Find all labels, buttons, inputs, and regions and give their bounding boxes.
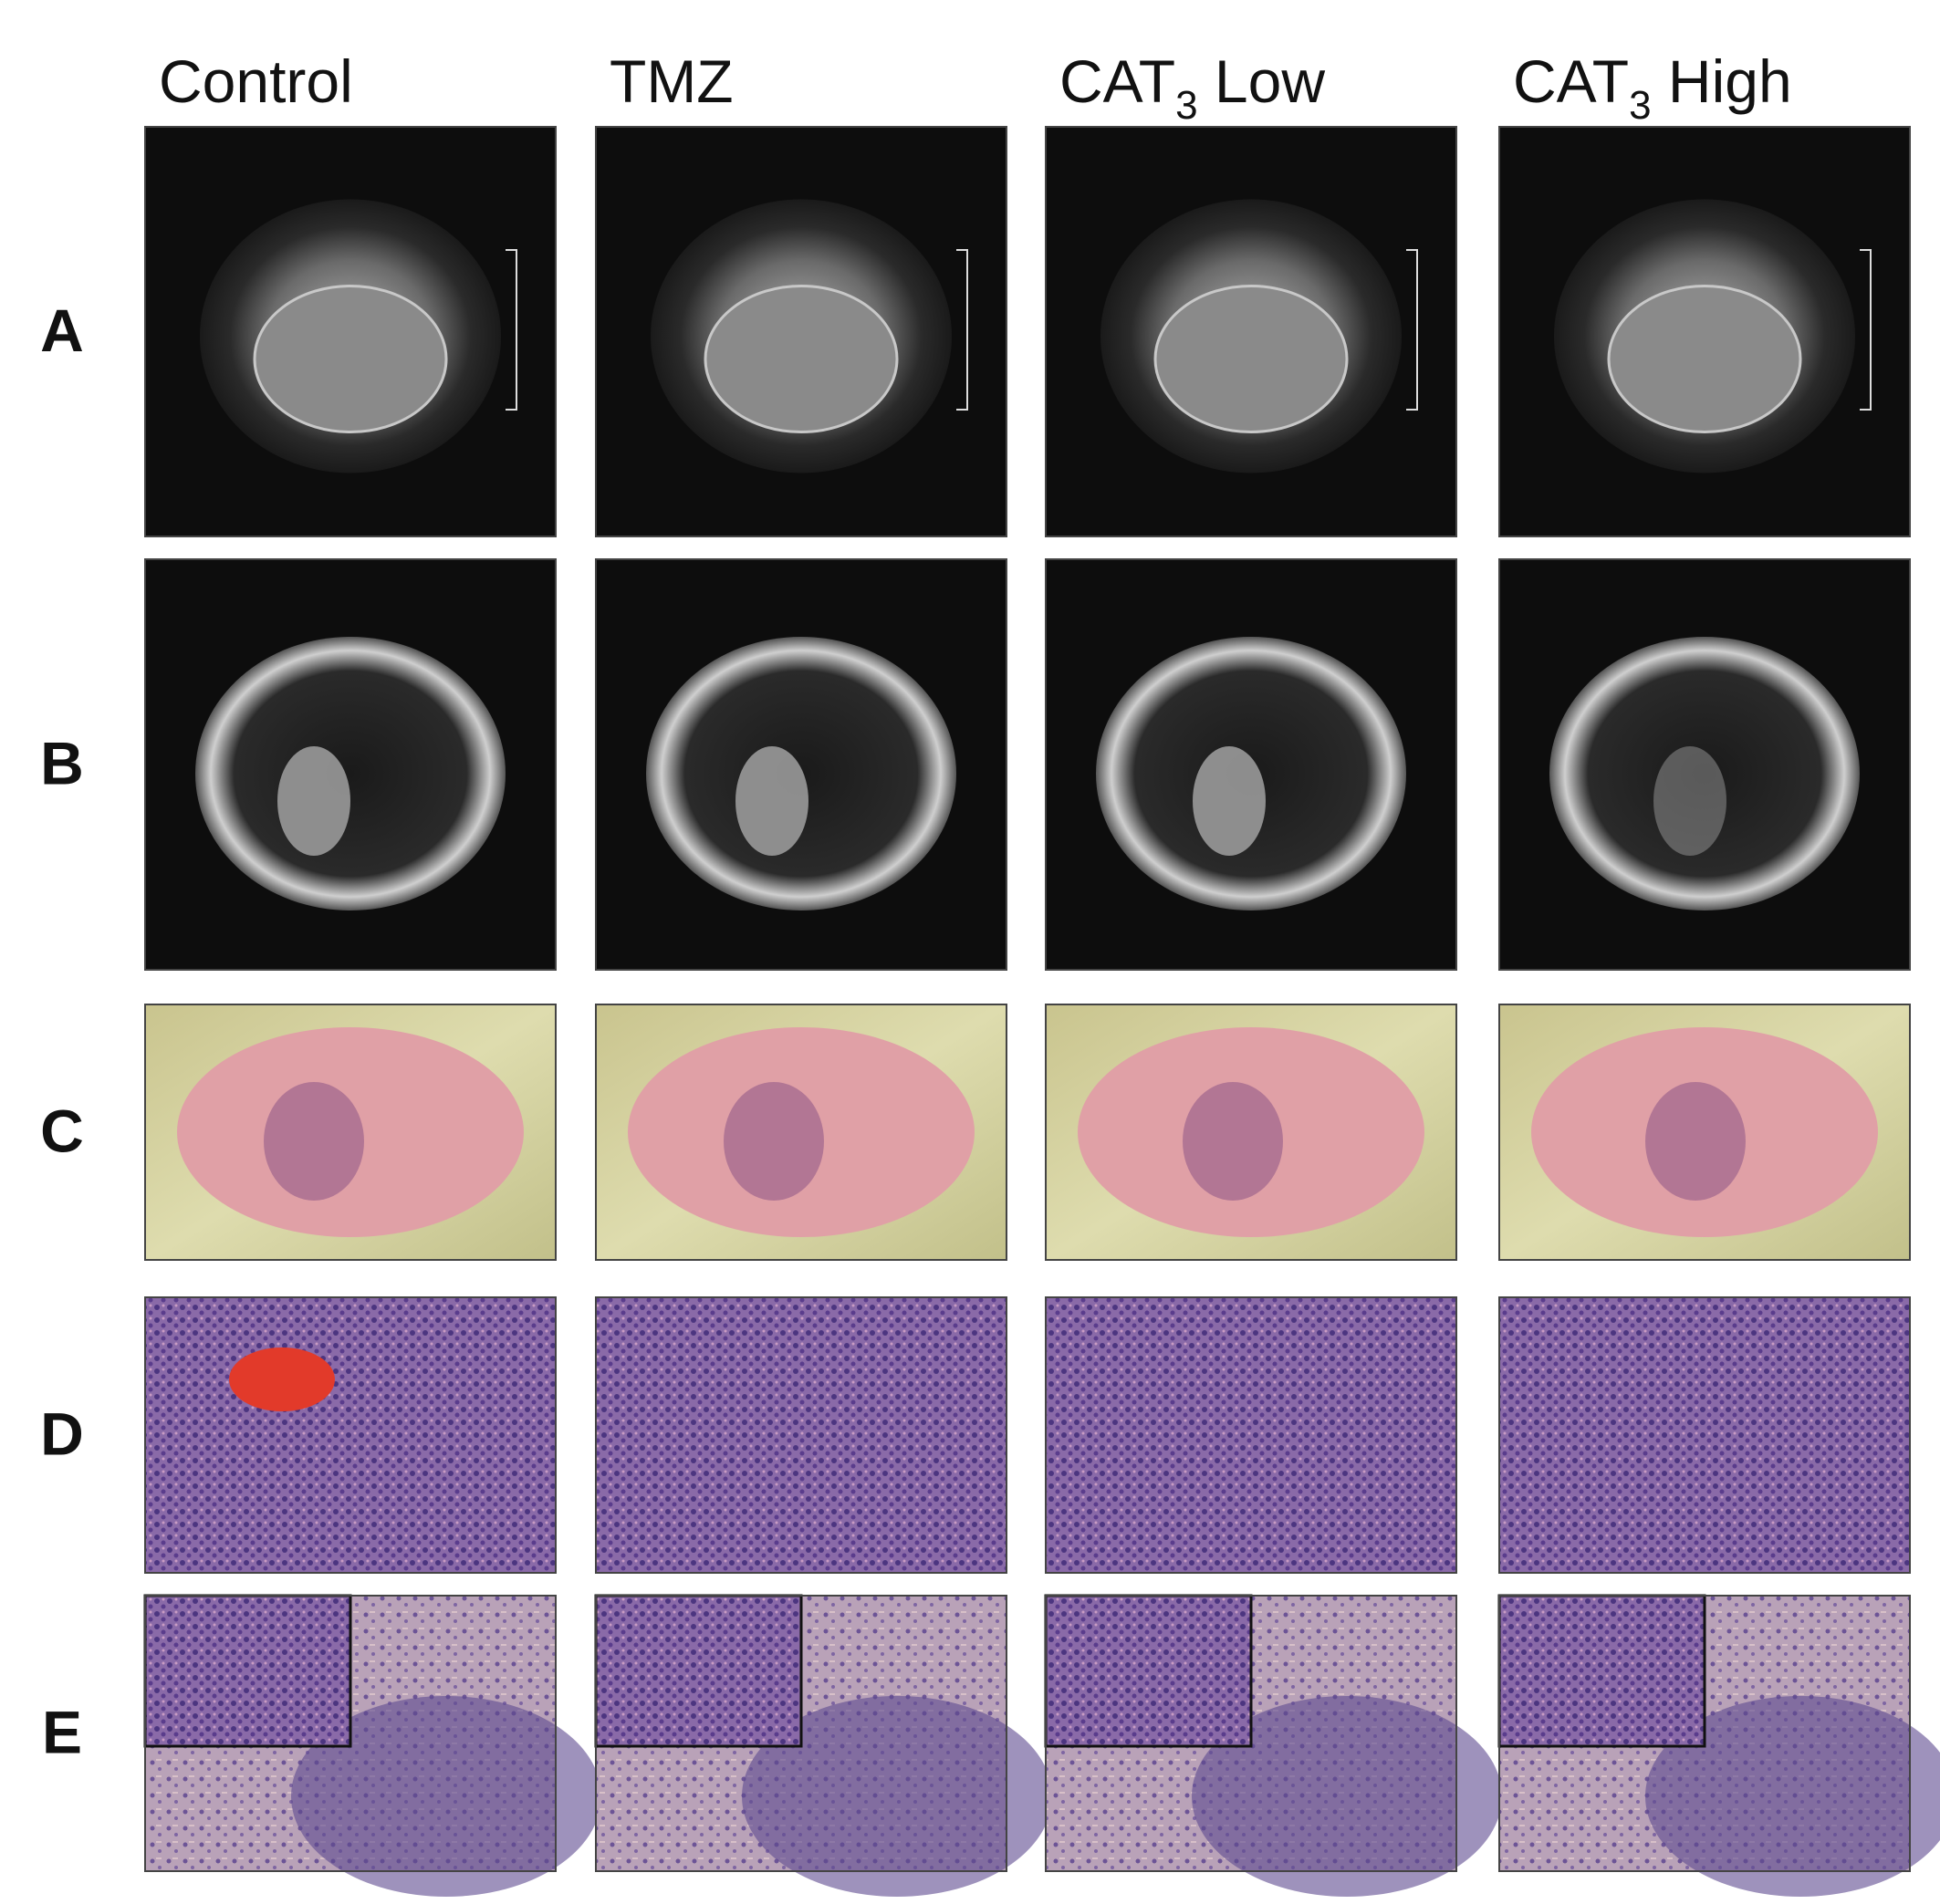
hemorrhage	[229, 1347, 335, 1411]
row-label: E	[42, 1698, 82, 1765]
image-panel	[144, 126, 557, 537]
inset	[143, 1594, 352, 1748]
tumor-mass	[742, 1696, 1052, 1897]
header-main: CAT	[1513, 47, 1629, 115]
header-suffix: High	[1652, 47, 1792, 115]
row-label: B	[40, 729, 84, 796]
image-panel	[1045, 126, 1457, 537]
panel-border	[1045, 1004, 1457, 1261]
panel-border	[144, 1004, 557, 1261]
header-main: CAT	[1059, 47, 1175, 115]
panel-border	[595, 1004, 1007, 1261]
tumor-mass	[1645, 1696, 1940, 1897]
image-panel	[1498, 126, 1911, 537]
image-panel	[144, 558, 557, 971]
header-suffix: Low	[1198, 47, 1326, 115]
image-panel	[595, 126, 1007, 537]
column-header: CAT3 High	[1513, 47, 1792, 128]
image-panel	[595, 558, 1007, 971]
mri-brain	[1607, 285, 1802, 433]
tumor-region	[724, 1082, 824, 1201]
panel-border	[1045, 558, 1457, 971]
header-main: TMZ	[610, 47, 734, 115]
histology	[596, 1297, 1007, 1573]
mri-tumor	[735, 746, 808, 856]
image-panel	[594, 1594, 1052, 1897]
scale-bracket	[1406, 249, 1418, 411]
panel-border	[1498, 1004, 1911, 1261]
panel-border	[1498, 1595, 1911, 1872]
panel-border	[595, 1595, 1007, 1872]
tumor-region	[1645, 1082, 1746, 1201]
inset	[1044, 1594, 1253, 1748]
inset	[594, 1594, 803, 1748]
column-header: Control	[159, 47, 353, 115]
scale-bracket	[956, 249, 968, 411]
panel-border	[144, 1296, 557, 1574]
image-panel	[1498, 558, 1911, 971]
panel-border	[1045, 1296, 1457, 1574]
image-panel	[144, 1296, 557, 1574]
inset	[1497, 1594, 1706, 1748]
histology	[1499, 1297, 1910, 1573]
image-panel	[144, 1004, 557, 1261]
row-label: C	[40, 1097, 84, 1164]
panel-border	[1498, 1296, 1911, 1574]
image-panel	[1044, 1594, 1502, 1897]
mri-tumor	[1653, 746, 1726, 856]
mri-head	[195, 637, 506, 910]
mri-brain	[253, 285, 448, 433]
panel-border	[1045, 1595, 1457, 1872]
panel-border	[144, 126, 557, 537]
mri-tumor	[277, 746, 350, 856]
histology	[1046, 1297, 1456, 1573]
scale-bracket	[1860, 249, 1872, 411]
histology	[145, 1297, 556, 1573]
row-label: D	[40, 1399, 84, 1467]
panel-border	[595, 558, 1007, 971]
image-panel	[1498, 1004, 1911, 1261]
panel-border	[1045, 126, 1457, 537]
mri-brain	[1153, 285, 1349, 433]
panel-border	[144, 1595, 557, 1872]
tumor-mass	[1192, 1696, 1502, 1897]
image-panel	[143, 1594, 601, 1897]
scale-bracket	[506, 249, 517, 411]
image-panel	[595, 1004, 1007, 1261]
header-main: Control	[159, 47, 353, 115]
column-header: CAT3 Low	[1059, 47, 1325, 128]
header-subscript: 3	[1175, 83, 1197, 128]
mri-tumor	[1193, 746, 1266, 856]
panel-border	[595, 1296, 1007, 1574]
tumor-region	[1183, 1082, 1283, 1201]
image-panel	[1497, 1594, 1940, 1897]
image-panel	[1045, 558, 1457, 971]
mri-brain	[704, 285, 899, 433]
row-label: A	[40, 297, 84, 364]
header-subscript: 3	[1629, 83, 1651, 128]
image-panel	[1498, 1296, 1911, 1574]
panel-border	[1498, 126, 1911, 537]
image-panel	[1045, 1004, 1457, 1261]
panel-border	[144, 558, 557, 971]
tumor-mass	[291, 1696, 601, 1897]
column-header: TMZ	[610, 47, 734, 115]
image-panel	[1045, 1296, 1457, 1574]
panel-border	[1498, 558, 1911, 971]
tumor-region	[264, 1082, 364, 1201]
image-panel	[595, 1296, 1007, 1574]
panel-border	[595, 126, 1007, 537]
